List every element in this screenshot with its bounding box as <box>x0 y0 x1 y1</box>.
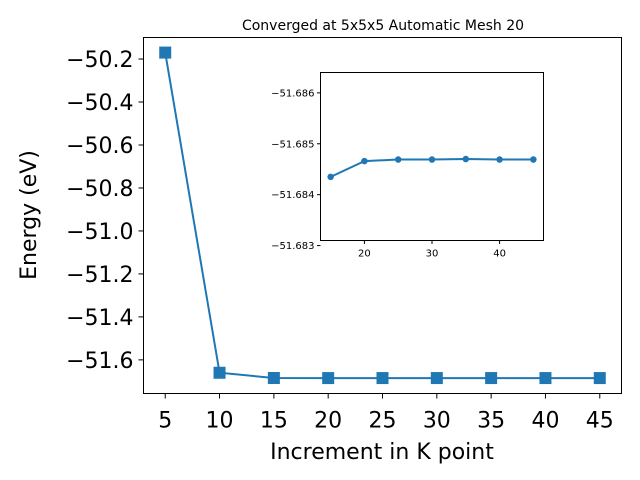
main-plot-frame <box>143 37 622 394</box>
main-data-point <box>539 372 552 385</box>
inset-y-tick-label: −51.686 <box>271 88 314 99</box>
main-y-tick-label: −51.0 <box>66 220 133 245</box>
main-data-point <box>322 372 335 385</box>
main-y-tick-label: −50.6 <box>66 134 133 159</box>
main-chart: Converged at 5x5x5 Automatic Mesh 20 5 10… <box>17 18 622 465</box>
main-x-tick-label: 15 <box>260 409 288 434</box>
inset-data-point <box>394 156 402 163</box>
inset-data-point <box>462 155 470 163</box>
inset-x-tick-label: 30 <box>426 249 439 260</box>
main-x-tick-label: 5 <box>158 409 172 434</box>
x-axis-label: Increment in K point <box>270 440 494 465</box>
inset-data-point <box>361 157 368 165</box>
main-data-point <box>159 46 172 59</box>
y-axis-label: Energy (eV) <box>17 150 42 280</box>
chart-title: Converged at 5x5x5 Automatic Mesh 20 <box>242 18 524 34</box>
main-data-point <box>213 366 226 379</box>
main-series <box>159 46 606 385</box>
inset-data-point <box>327 173 334 181</box>
main-y-tick-label: −50.8 <box>66 177 133 202</box>
main-data-point <box>593 372 606 385</box>
main-y-tick-label: −51.6 <box>66 349 133 374</box>
main-y-tick-label: −50.2 <box>66 48 133 73</box>
main-x-tick-label: 20 <box>314 409 342 434</box>
main-y-tick-label: −50.4 <box>66 91 133 116</box>
inset-x-tick-label: 40 <box>493 249 506 260</box>
main-data-point <box>267 371 280 384</box>
inset-y-tick-label: −51.684 <box>271 190 314 201</box>
main-data-point <box>430 372 443 385</box>
main-x-tick-label: 45 <box>586 409 614 434</box>
inset-data-point <box>428 156 436 163</box>
inset-chart: 20 30 40 −51.686 −51.685 −51.684 −51.683 <box>271 72 544 260</box>
inset-data-point <box>530 156 537 163</box>
main-data-point <box>376 372 389 385</box>
main-x-tick-label: 25 <box>369 409 397 434</box>
inset-plot-frame <box>320 72 544 241</box>
inset-x-tick-label: 20 <box>358 249 371 260</box>
inset-y-tick-label: −51.683 <box>271 241 314 252</box>
main-data-point <box>485 372 498 385</box>
inset-series <box>327 155 537 181</box>
main-x-tick-label: 30 <box>423 409 451 434</box>
main-x-tick-label: 10 <box>206 409 234 434</box>
main-x-tick-label: 35 <box>477 409 505 434</box>
main-x-ticks: 5 10 15 20 25 30 35 40 45 <box>158 393 614 434</box>
inset-x-ticks: 20 30 40 <box>358 240 506 260</box>
main-y-ticks: −50.2 −50.4 −50.6 −50.8 −51.0 −51.2 −51.4 −51.6 <box>66 48 144 374</box>
inset-data-point <box>496 156 503 163</box>
main-y-tick-label: −51.4 <box>66 306 133 331</box>
main-x-tick-label: 40 <box>531 409 559 434</box>
inset-y-ticks: −51.686 −51.685 −51.684 −51.683 <box>271 88 321 252</box>
main-y-tick-label: −51.2 <box>66 263 133 288</box>
inset-y-tick-label: −51.685 <box>271 139 314 150</box>
